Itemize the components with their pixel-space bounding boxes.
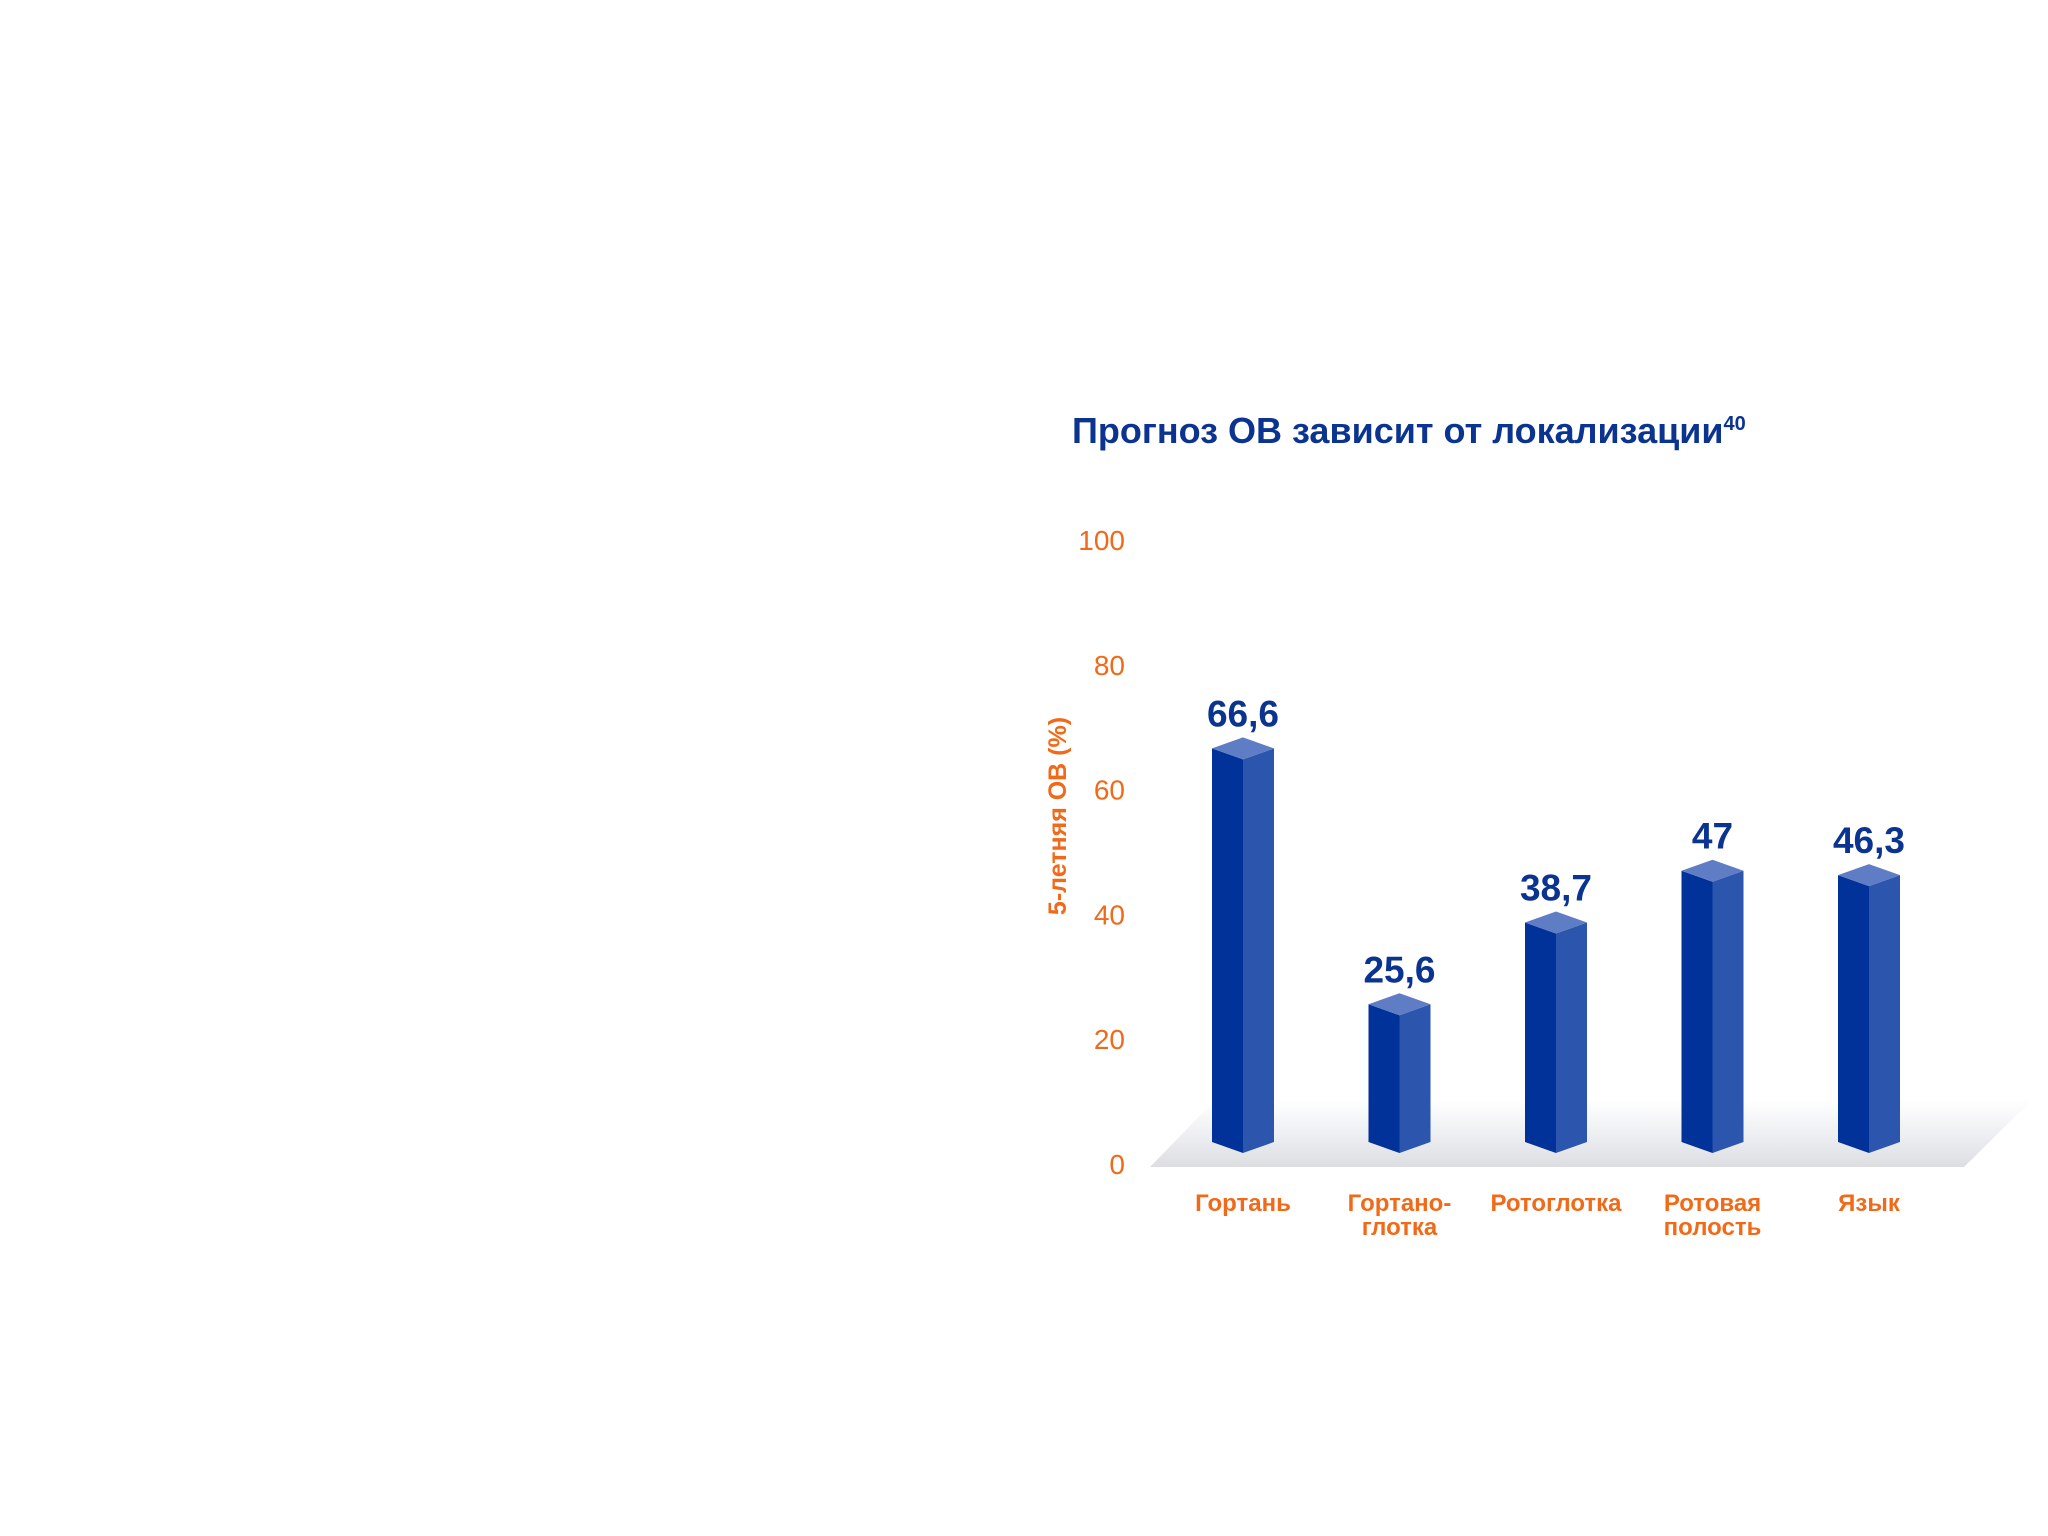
y-axis-title: 5-летняя ОВ (%) bbox=[1044, 717, 1072, 915]
y-tick-label: 60 bbox=[1094, 775, 1125, 806]
bar-side-face bbox=[1243, 748, 1274, 1153]
bar-top-face bbox=[1368, 993, 1431, 1016]
bar-value-label: 66,6 bbox=[1207, 693, 1279, 734]
bar: 38,7 bbox=[1520, 868, 1592, 1153]
bar: 46,3 bbox=[1833, 820, 1905, 1153]
bar-front-face bbox=[1838, 875, 1869, 1153]
bar-top-face bbox=[1525, 911, 1587, 934]
bar-side-face bbox=[1399, 1004, 1431, 1153]
bar-side-face bbox=[1712, 870, 1744, 1153]
bar-front-face bbox=[1525, 922, 1556, 1153]
bar-value-label: 38,7 bbox=[1520, 868, 1592, 909]
y-tick-label: 20 bbox=[1094, 1024, 1125, 1055]
bar: 25,6 bbox=[1363, 949, 1436, 1153]
y-tick-label: 40 bbox=[1094, 899, 1125, 930]
y-axis: 0 20 40 60 80 100 5-летняя ОВ (%) bbox=[1044, 525, 1125, 1180]
y-tick-label: 0 bbox=[1109, 1149, 1125, 1180]
bar-value-label: 46,3 bbox=[1833, 820, 1905, 861]
y-tick-label: 80 bbox=[1094, 650, 1125, 681]
bar: 47 bbox=[1681, 816, 1744, 1153]
bar-front-face bbox=[1368, 1004, 1400, 1153]
chart-title-text: Прогноз ОВ зависит от локализации bbox=[1072, 410, 1724, 451]
chart-title: Прогноз ОВ зависит от локализации40 bbox=[1072, 410, 1746, 452]
bars: 66,6 25,6 38,7 47 46,3 bbox=[1207, 693, 1905, 1153]
bar-top-face bbox=[1838, 864, 1900, 887]
x-tick-label: Гортано-глотка bbox=[1348, 1190, 1452, 1241]
x-tick-label: Гортань bbox=[1195, 1190, 1291, 1217]
bar-side-face bbox=[1869, 875, 1900, 1153]
bar-top-face bbox=[1212, 737, 1274, 760]
x-tick-label: Язык bbox=[1838, 1190, 1901, 1217]
chart-title-reference: 40 bbox=[1723, 413, 1746, 435]
y-tick-label: 100 bbox=[1078, 525, 1125, 556]
x-tick-label: Ротоглотка bbox=[1490, 1190, 1622, 1217]
bar-front-face bbox=[1212, 748, 1243, 1153]
bar-front-face bbox=[1681, 870, 1713, 1153]
x-axis: Гортань Гортано-глотка Ротоглотка Ротовая по… bbox=[1195, 1190, 1901, 1241]
bar: 66,6 bbox=[1207, 693, 1279, 1153]
bar-value-label: 47 bbox=[1692, 816, 1733, 857]
bar-side-face bbox=[1556, 922, 1587, 1153]
bar-value-label: 25,6 bbox=[1363, 949, 1435, 990]
bar-top-face bbox=[1681, 859, 1744, 882]
x-tick-label: Ротовая полость bbox=[1664, 1190, 1762, 1241]
